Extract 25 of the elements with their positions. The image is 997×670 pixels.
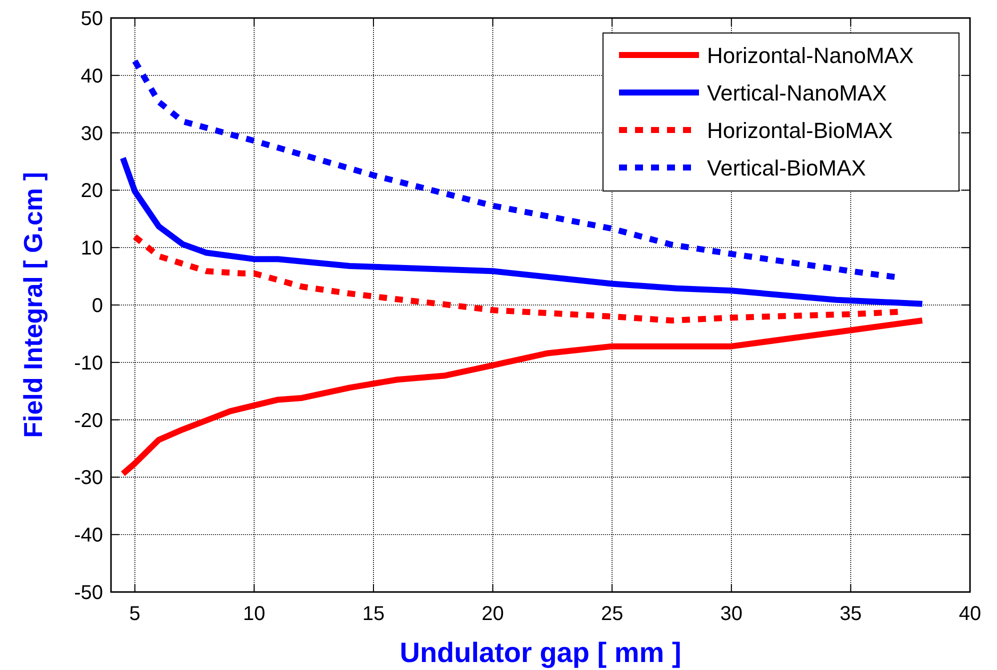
y-tick-label: -50 <box>74 582 103 604</box>
x-tick-label: 15 <box>362 603 385 625</box>
y-tick-label: 40 <box>80 65 103 88</box>
x-tick-label: 40 <box>958 603 982 625</box>
y-tick-label: 0 <box>92 295 103 317</box>
y-tick-label: -10 <box>74 352 103 374</box>
y-tick-label: -30 <box>74 467 103 490</box>
y-axis-title: Field Integral [ G.cm ] <box>18 172 48 438</box>
y-tick-label: 30 <box>80 122 103 145</box>
y-tick-label: -40 <box>74 524 103 547</box>
y-tick-label: 50 <box>80 8 103 30</box>
x-tick-label: 35 <box>840 603 862 625</box>
x-tick-label: 10 <box>243 603 266 625</box>
legend-label: Vertical-NanoMAX <box>707 80 888 106</box>
x-axis-title: Undulator gap [ mm ] <box>400 637 682 668</box>
x-tick-label: 20 <box>482 603 504 625</box>
y-tick-label: 10 <box>80 238 103 260</box>
x-tick-label: 30 <box>720 603 743 625</box>
x-tick-label: 25 <box>600 603 624 625</box>
y-tick-label: 20 <box>80 180 103 202</box>
legend-label: Horizontal-BioMAX <box>707 118 894 143</box>
legend-label: Vertical-BioMAX <box>707 156 866 180</box>
y-tick-label: -20 <box>74 410 103 432</box>
x-tick-label: 5 <box>129 603 140 625</box>
legend-label: Horizontal-NanoMAX <box>707 43 914 68</box>
